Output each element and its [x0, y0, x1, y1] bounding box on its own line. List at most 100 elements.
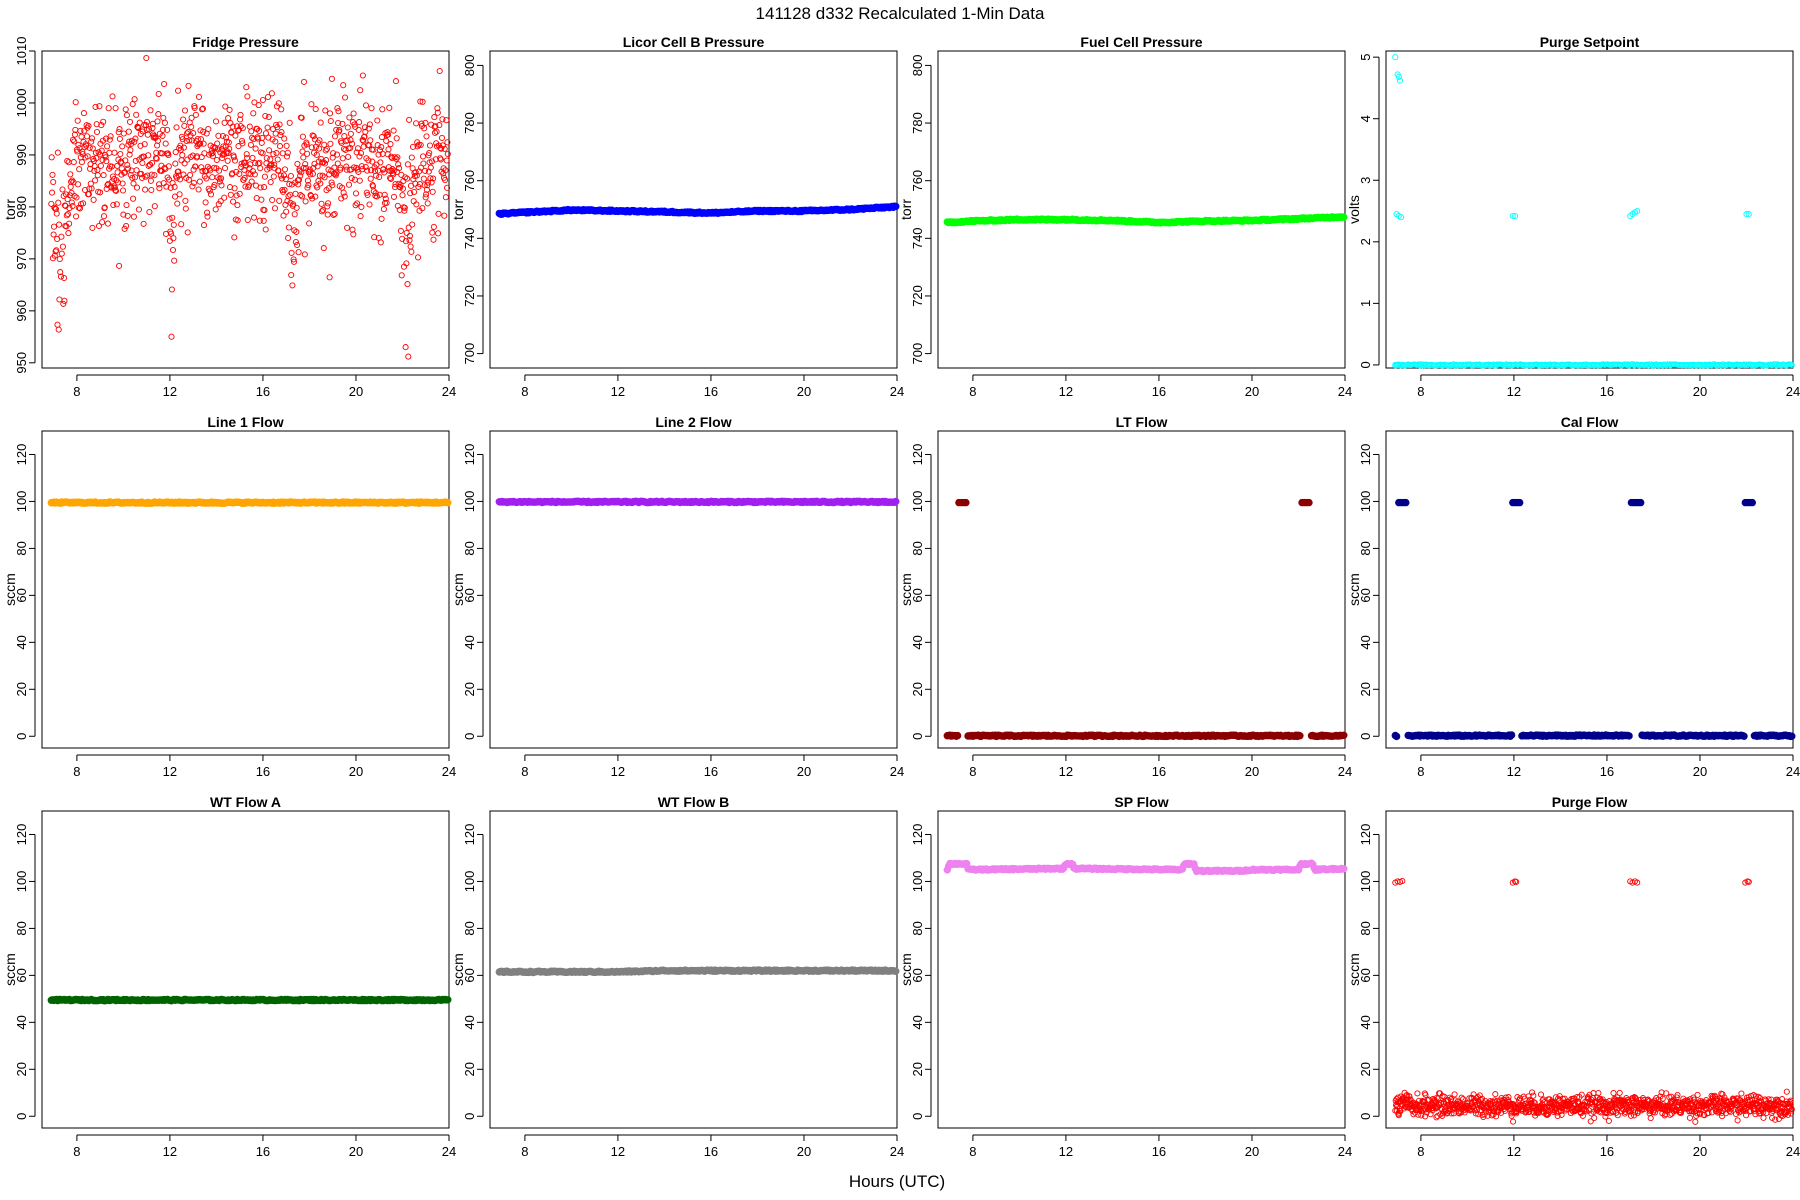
data-point	[126, 151, 133, 158]
y-tick-label: 120	[910, 824, 925, 846]
data-point	[274, 156, 281, 163]
y-tick-label: 20	[910, 682, 925, 696]
data-point	[284, 149, 291, 156]
panel-title: LT Flow	[1116, 414, 1168, 430]
data-point	[406, 232, 413, 239]
data-point	[63, 212, 70, 219]
data-point	[378, 215, 385, 222]
data-point	[114, 162, 121, 169]
data-point	[390, 193, 398, 200]
x-tick-label: 16	[256, 764, 270, 779]
data-point	[1392, 732, 1401, 741]
chart-panel: Fuel Cell Pressuretorr700720740760780800…	[898, 34, 1352, 399]
data-point	[281, 166, 289, 173]
data-point	[109, 93, 116, 100]
data-point	[69, 136, 77, 143]
data-point	[388, 153, 395, 160]
data-point	[151, 203, 158, 210]
data-point	[351, 176, 358, 183]
data-point	[285, 193, 292, 200]
data-point	[439, 116, 446, 123]
data-point	[1625, 732, 1633, 740]
data-point	[200, 222, 208, 229]
data-point	[412, 180, 419, 187]
data-point	[117, 150, 124, 158]
y-axis-label: torr	[898, 199, 914, 220]
data-point	[145, 152, 152, 159]
data-point	[247, 141, 254, 148]
data-point	[443, 117, 450, 124]
data-point	[399, 192, 406, 199]
data-point	[377, 159, 384, 166]
data-point	[143, 54, 150, 62]
data-point	[1451, 1091, 1458, 1098]
data-point	[237, 111, 244, 118]
x-tick-label: 8	[73, 384, 80, 399]
data-point	[444, 139, 451, 146]
data-point	[1340, 213, 1348, 221]
data-point	[118, 165, 125, 172]
data-point	[1458, 1094, 1465, 1101]
plot-frame	[1385, 430, 1794, 749]
data-point	[50, 178, 57, 186]
data-point	[261, 207, 268, 214]
data-point	[124, 161, 131, 169]
data-point	[143, 118, 151, 126]
data-point	[229, 123, 236, 130]
data-point	[372, 190, 379, 197]
data-point	[132, 135, 139, 142]
data-point	[99, 219, 106, 226]
data-point	[176, 191, 183, 198]
data-point	[139, 159, 146, 167]
data-point	[404, 161, 411, 168]
data-point	[238, 137, 246, 144]
data-point	[1305, 498, 1313, 507]
data-point	[147, 107, 154, 114]
data-point	[300, 165, 307, 172]
data-point	[339, 155, 346, 162]
data-point	[323, 145, 330, 153]
data-point	[262, 226, 269, 233]
data-point	[362, 163, 369, 171]
data-point	[65, 230, 72, 237]
data-point	[381, 169, 388, 176]
x-tick-label: 8	[521, 764, 528, 779]
y-tick-label: 0	[14, 1113, 29, 1120]
data-point	[159, 150, 166, 157]
x-tick-label: 20	[349, 384, 363, 399]
data-point	[148, 186, 155, 194]
data-point	[111, 184, 118, 191]
y-axis-label: torr	[450, 199, 466, 220]
data-point	[78, 159, 85, 166]
y-tick-label: 1000	[14, 89, 29, 118]
y-tick-label: 1	[1358, 300, 1373, 307]
data-point	[242, 183, 249, 190]
data-point	[434, 109, 441, 116]
data-point	[442, 176, 449, 184]
data-point	[272, 138, 279, 145]
data-point	[156, 185, 163, 192]
data-point	[306, 220, 313, 227]
data-point	[283, 153, 291, 160]
x-tick-label: 24	[1786, 384, 1800, 399]
data-point	[51, 252, 58, 259]
data-point	[438, 168, 445, 175]
data-point	[1788, 732, 1796, 740]
data-point	[178, 157, 185, 164]
data-point	[383, 199, 390, 206]
data-point	[287, 172, 294, 180]
x-tick-label: 20	[797, 1144, 811, 1159]
data-point	[140, 153, 147, 160]
data-point	[308, 144, 315, 151]
data-point	[376, 173, 383, 181]
data-point	[92, 177, 99, 184]
data-point	[258, 196, 265, 203]
data-point	[75, 141, 82, 148]
data-point	[297, 192, 304, 199]
data-point	[257, 184, 264, 191]
data-point	[262, 112, 269, 120]
data-point	[85, 122, 92, 129]
data-point	[331, 164, 338, 171]
